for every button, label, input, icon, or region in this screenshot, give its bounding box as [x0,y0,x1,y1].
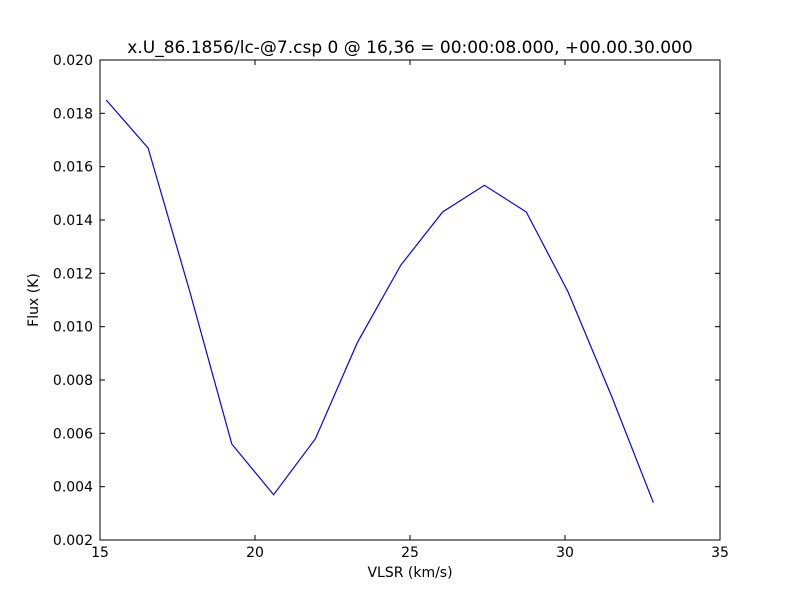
x-axis-label: VLSR (km/s) [367,565,452,581]
chart-title: x.U_86.1856/lc-@7.csp 0 @ 16,36 = 00:00:… [127,38,692,58]
y-tick-label: 0.016 [53,160,93,176]
y-tick-label: 0.012 [53,266,93,282]
x-tick-label: 15 [91,545,109,561]
y-axis-label: Flux (K) [26,273,42,327]
y-tick-label: 0.014 [53,213,93,229]
plot-frame [99,59,721,541]
y-axis: 0.002 0.004 0.006 0.008 0.010 0.012 0.014 0.016… [53,53,720,549]
y-tick-label: 0.018 [53,106,93,122]
y-tick-label: 0.008 [53,373,93,389]
x-tick-label: 35 [711,545,729,561]
plot-area [100,60,720,540]
x-tick-label: 25 [401,545,419,561]
x-axis: 15 20 25 30 35 [91,60,729,561]
series-line [105,99,654,503]
y-tick-label: 0.010 [53,320,93,336]
x-tick-label: 30 [556,545,574,561]
x-tick-label: 20 [246,545,264,561]
y-tick-label: 0.002 [53,533,93,549]
y-tick-label: 0.004 [53,480,93,496]
y-tick-label: 0.020 [53,53,93,69]
y-tick-label: 0.006 [53,426,93,442]
